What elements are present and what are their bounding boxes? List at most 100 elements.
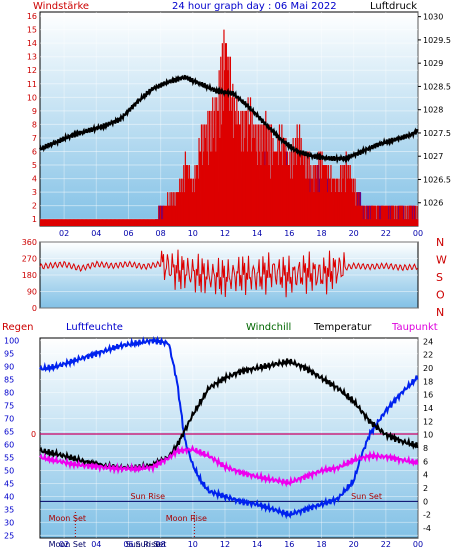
wind-speed-bar (275, 151, 277, 226)
wind-speed-bar (369, 219, 371, 226)
wind-speed-bar (85, 219, 88, 226)
wind-speed-bar (410, 205, 412, 226)
wind-speed-bar (86, 219, 88, 226)
wind-speed-bar (393, 219, 396, 226)
wind-speed-bar (142, 219, 144, 226)
wind-speed-bar (372, 205, 375, 226)
wind-speed-bar (116, 219, 118, 226)
wind-speed-bar (394, 205, 396, 226)
wind-speed-bar (232, 83, 234, 226)
astro-annotation: Sun Rise (130, 492, 165, 501)
wind-speed-bar (323, 165, 325, 226)
wind-speed-bar (42, 219, 44, 226)
wind-speed-bar (405, 219, 408, 226)
wind-speed-bar (297, 137, 299, 226)
wind-speed-bar (347, 178, 349, 226)
humidity-tick-label: 90 (4, 363, 14, 372)
wind-speed-bar (397, 205, 399, 226)
wind-speed-bar (208, 165, 210, 226)
wind-speed-bar (327, 165, 330, 226)
wind-speed-bar (174, 192, 176, 226)
humidity-tick-label: 50 (4, 466, 14, 475)
wind-speed-bar (335, 178, 338, 226)
hour-axis-top: 02 04 06 08 10 12 14 16 18 20 22 00 (59, 229, 423, 238)
wind-speed-bar (215, 151, 217, 226)
wind-speed-bar (327, 192, 329, 226)
wind-speed-bar (398, 205, 400, 226)
pressure-tick-label: 1026.5 (423, 175, 451, 184)
wind-speed-bar (185, 165, 187, 226)
wind-speed-bar (200, 124, 203, 226)
wind-speed-bar (169, 192, 171, 226)
wind-speed-bar (165, 205, 167, 226)
wind-speed-bar (44, 219, 47, 226)
wind-speed-tick-label: 2 (32, 202, 37, 211)
wind-speed-bar (318, 151, 320, 226)
wind-speed-bar (294, 151, 296, 226)
wind-speed-bar (331, 178, 334, 226)
wind-speed-bars (40, 29, 419, 227)
wind-speed-bar (257, 124, 260, 226)
wind-speed-bar (306, 178, 308, 226)
wind-speed-bar (298, 151, 300, 226)
wind-speed-bar (89, 219, 91, 226)
dewpoint-line (39, 444, 419, 488)
temperature-tick-label: 12 (423, 417, 433, 426)
wind-speed-bar (129, 219, 131, 226)
wind-speed-tick-label: 16 (27, 12, 37, 21)
hour-tick-label: 14 (252, 540, 262, 549)
wind-speed-bar (99, 219, 101, 226)
wind-speed-bar (397, 219, 400, 226)
wind-gust-bar (397, 205, 399, 226)
wind-direction-grid (40, 241, 418, 309)
wind-speed-bar (166, 205, 168, 226)
wind-speed-bar (413, 205, 415, 226)
wind-speed-bar (368, 205, 371, 226)
wind-speed-bar (180, 178, 182, 226)
wind-speed-bar (303, 151, 305, 226)
temperature-tick-label: -4 (423, 524, 431, 533)
wind-speed-bar (168, 205, 170, 226)
wind-speed-bar (146, 219, 149, 226)
humidity-tick-label: 25 (4, 531, 14, 540)
wind-speed-bar (163, 205, 165, 226)
wind-speed-bar (55, 219, 57, 226)
wind-speed-bar (252, 137, 254, 226)
wind-speed-bar (46, 219, 48, 226)
wind-speed-bar (261, 124, 263, 226)
wind-speed-tick-label: 5 (32, 161, 37, 170)
wind-speed-bar (227, 70, 229, 226)
wind-speed-bar (333, 178, 335, 226)
wind-speed-bar (271, 165, 273, 226)
wind-speed-bar (216, 110, 219, 226)
temperature-humidity-plot-area (39, 337, 419, 539)
wind-speed-bar (181, 192, 183, 226)
wind-speed-bar (152, 219, 154, 226)
wind-speed-bar (261, 151, 264, 226)
wind-speed-bar (259, 124, 261, 226)
wind-gust-bar (402, 205, 404, 226)
wind-speed-bar (114, 219, 116, 226)
hour-tick-label: 18 (316, 229, 326, 238)
wind-speed-bar (272, 137, 274, 226)
wind-speed-bar (265, 124, 268, 226)
temperature-tick-label: 2 (423, 484, 428, 493)
wind-gust-bar (369, 205, 371, 226)
wind-speed-bar (352, 192, 354, 226)
wind-speed-bar (323, 165, 326, 226)
temperature-tick-label: 16 (423, 391, 433, 400)
wind-speed-bar (348, 178, 351, 226)
wind-speed-bar (87, 219, 89, 226)
wind-speed-bar (202, 124, 204, 226)
wind-speed-bar (48, 219, 50, 226)
pressure-tick-label: 1028 (423, 106, 443, 115)
wind-speed-bar (235, 124, 237, 226)
wind-speed-bar (52, 219, 54, 226)
wind-speed-bar (317, 192, 319, 226)
wind-speed-bar (231, 97, 233, 226)
wind-speed-bar (372, 205, 374, 226)
humidity-tick-label: 70 (4, 415, 14, 424)
wind-speed-bar (97, 219, 99, 226)
wind-speed-bar (50, 219, 52, 226)
